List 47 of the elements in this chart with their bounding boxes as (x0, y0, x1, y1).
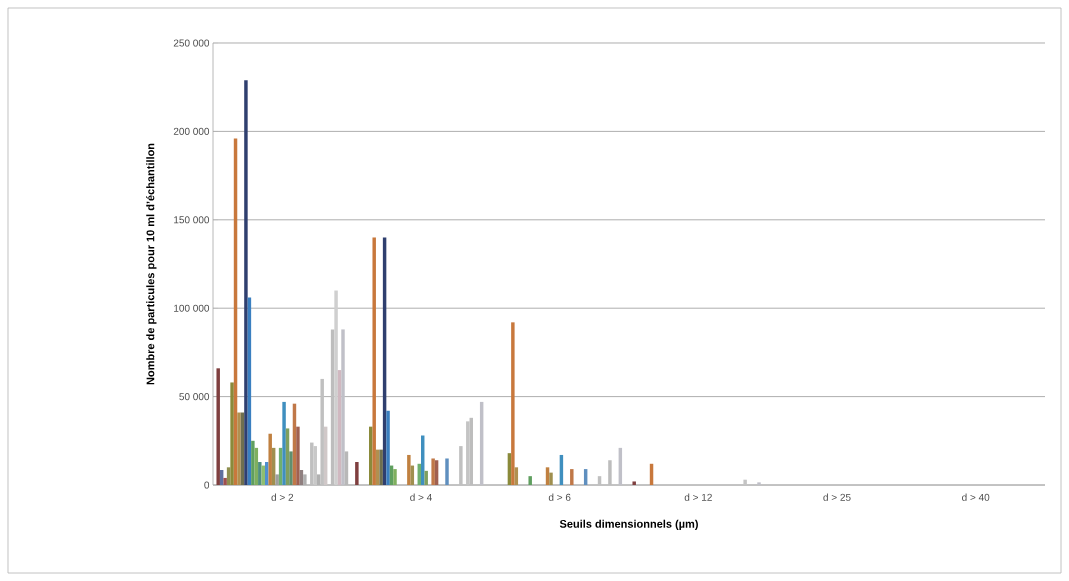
bar (355, 462, 359, 485)
bar (632, 481, 636, 485)
x-tick-label: d > 40 (962, 493, 990, 501)
y-tick-label: 150 000 (174, 216, 210, 224)
bar (282, 401, 286, 485)
bar (386, 410, 390, 485)
bar (216, 368, 220, 485)
bar (424, 470, 428, 485)
x-tick-label: d > 12 (684, 493, 712, 501)
bar (466, 421, 470, 485)
bar (372, 237, 376, 485)
y-tick-label: 200 000 (173, 127, 210, 135)
bar (230, 382, 234, 485)
bar (341, 329, 345, 485)
bar (407, 454, 411, 485)
bar (757, 482, 761, 485)
bar (268, 433, 272, 485)
bar (743, 479, 747, 485)
bar (459, 446, 463, 485)
bar (289, 451, 293, 485)
x-axis-title: Seuils dimensionnels (µm) (559, 519, 698, 530)
bar (511, 322, 515, 485)
x-tick-label: d > 25 (823, 493, 851, 501)
y-tick-label: 0 (204, 481, 210, 489)
y-axis-title: Nombre de particules pour 10 ml d’échantillon (146, 143, 157, 385)
bar (608, 460, 612, 485)
bar (334, 290, 338, 485)
bar (237, 412, 241, 485)
bar (379, 449, 383, 485)
bar (393, 469, 397, 485)
bar (310, 442, 314, 485)
bar (528, 476, 532, 485)
bar (244, 80, 248, 485)
x-tick-label: d > 6 (548, 493, 571, 501)
bar (296, 426, 300, 485)
y-tick-label: 50 000 (179, 393, 210, 401)
bar (251, 440, 255, 485)
bar (320, 378, 324, 485)
y-tick-label: 100 000 (174, 304, 210, 312)
x-tick-label: d > 2 (271, 493, 294, 501)
bar (431, 458, 435, 485)
bar (570, 469, 574, 485)
bar (445, 458, 449, 485)
bar (223, 477, 227, 485)
y-tick-label: 250 000 (173, 39, 210, 47)
bar (549, 472, 553, 485)
x-tick-label: d > 4 (410, 493, 432, 501)
